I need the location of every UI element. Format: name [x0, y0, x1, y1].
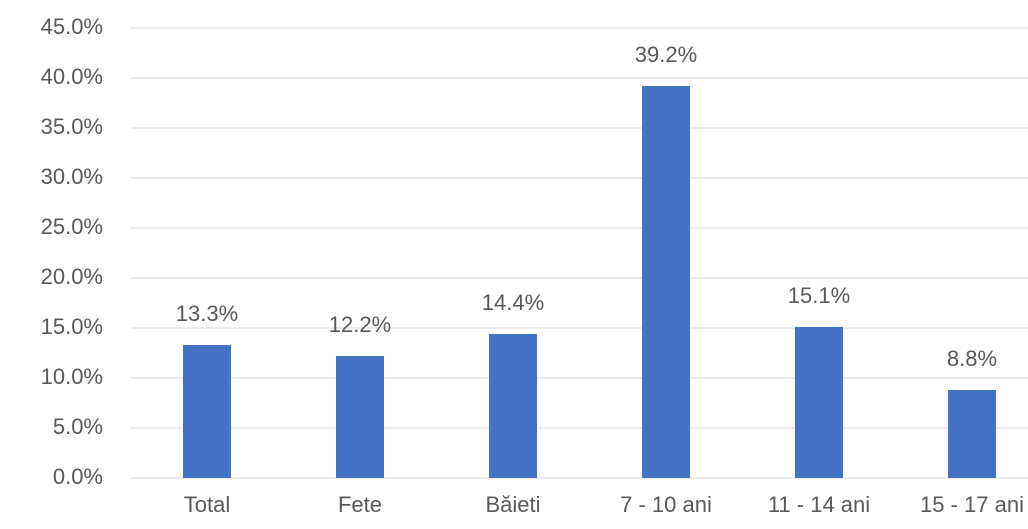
data-label: 8.8% [947, 346, 997, 371]
x-tick-label: Fete [338, 492, 382, 517]
bar [489, 334, 537, 478]
y-tick-label: 0.0% [53, 464, 103, 489]
data-label: 14.4% [482, 290, 544, 315]
y-tick-label: 5.0% [53, 414, 103, 439]
x-tick-label: Total [184, 492, 230, 517]
bar [795, 327, 843, 478]
y-tick-label: 25.0% [41, 214, 103, 239]
bar [183, 345, 231, 478]
bar [642, 86, 690, 478]
x-tick-label: 7 - 10 ani [620, 492, 712, 517]
bar [336, 356, 384, 478]
data-label: 12.2% [329, 312, 391, 337]
y-tick-label: 20.0% [41, 264, 103, 289]
data-label: 39.2% [635, 42, 697, 67]
y-tick-label: 40.0% [41, 64, 103, 89]
data-label: 15.1% [788, 283, 850, 308]
bar [948, 390, 996, 478]
y-tick-label: 15.0% [41, 314, 103, 339]
y-tick-label: 30.0% [41, 164, 103, 189]
x-tick-label: 15 - 17 ani [920, 492, 1024, 517]
data-label: 13.3% [176, 301, 238, 326]
x-tick-label: 11 - 14 ani [768, 492, 870, 517]
x-tick-label: Băieti [485, 492, 540, 517]
y-tick-label: 10.0% [41, 364, 103, 389]
y-tick-label: 45.0% [41, 14, 103, 39]
y-tick-label: 35.0% [41, 114, 103, 139]
